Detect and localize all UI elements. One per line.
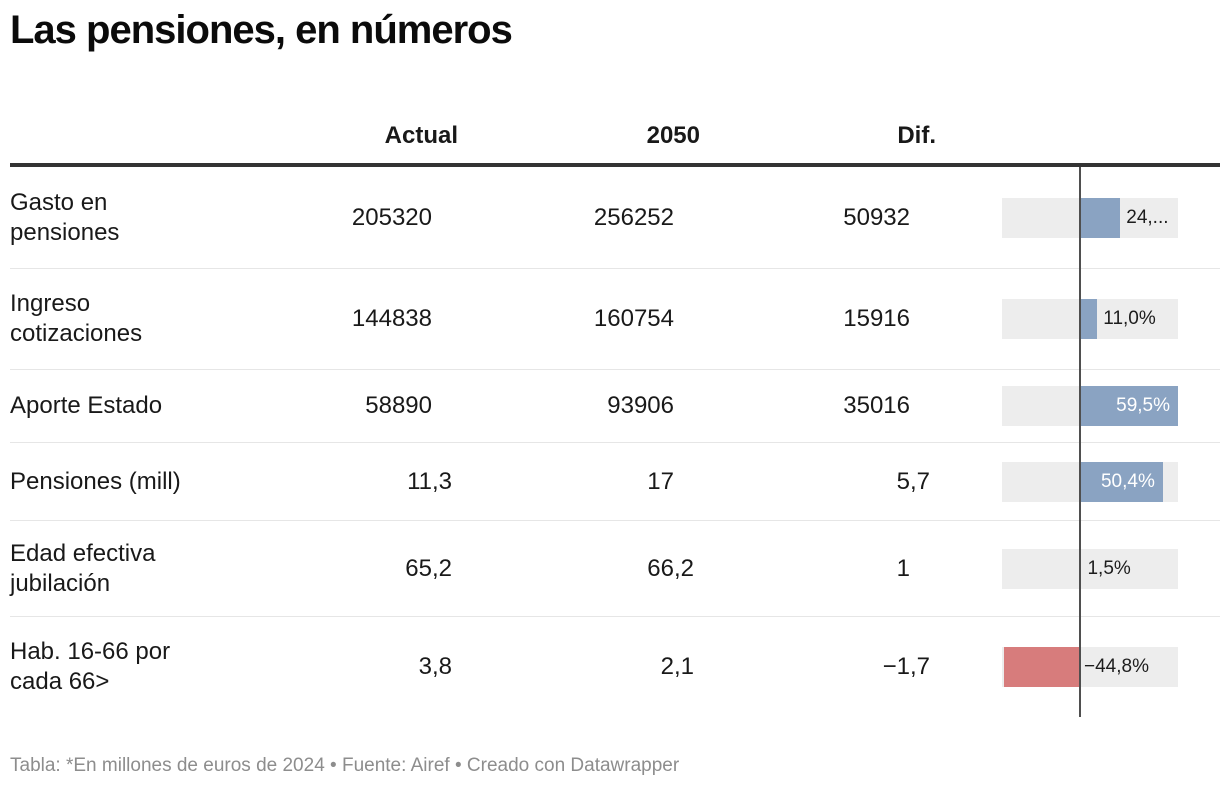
bar-track: 24,... [1002, 197, 1178, 238]
cell-actual: 3,8 [418, 653, 453, 680]
table-header-row: Actual 2050 Dif. [10, 108, 1220, 167]
page-title: Las pensiones, en números [10, 8, 513, 52]
row-label: Edad efectiva jubilación [10, 539, 156, 597]
positive-bar [1079, 461, 1163, 502]
cell-dif: 1 [896, 554, 910, 582]
column-header-2050: 2050 [646, 121, 700, 149]
cell-actual: 11,3 [407, 467, 453, 495]
cell-dif: 5,7 [896, 467, 931, 495]
bar-zero-axis-line [1079, 167, 1081, 717]
cell-dif: 35016 [843, 392, 910, 419]
bar-track: 50,4% [1002, 461, 1178, 502]
row-label: Hab. 16-66 por cada 66> [10, 638, 171, 695]
row-label: Aporte Estado [10, 392, 163, 419]
bar-value-label: 24,... [1126, 206, 1169, 228]
bar-value-label: 1,5% [1087, 557, 1131, 579]
source-footer: Tabla: *En millones de euros de 2024 • F… [10, 755, 680, 776]
cell-dif: 15916 [843, 305, 910, 332]
column-header-actual: Actual [384, 121, 458, 149]
bar-track: 11,0% [1002, 299, 1178, 339]
cell-actual: 144838 [351, 305, 432, 332]
cell-dif: −1,7 [882, 653, 931, 680]
bar-value-label: 50,4% [1100, 470, 1155, 492]
table-row: Aporte Estado 58890 93906 35016 59,5% [10, 369, 1220, 442]
table-row: Hab. 16-66 por cada 66> 3,8 2,1 −1,7 −44,8% [10, 616, 1220, 717]
cell-2050: 256252 [593, 203, 674, 231]
bar-value-label: −44,8% [1084, 656, 1149, 677]
table-body: Gasto en pensiones 205320 256252 50932 24,..… [10, 167, 1220, 717]
negative-bar [1004, 647, 1079, 687]
row-label: Ingreso cotizaciones [10, 290, 143, 347]
bar-value-label: 11,0% [1103, 308, 1156, 329]
bar-value-label: 59,5% [1116, 395, 1170, 416]
cell-2050: 17 [647, 467, 674, 495]
column-header-dif: Dif. [897, 121, 936, 149]
row-label: Gasto en pensiones [10, 188, 120, 246]
data-table: Actual 2050 Dif. Gasto en pensiones 20532… [10, 108, 1220, 717]
row-label: Pensiones (mill) [10, 467, 181, 495]
bar-track: −44,8% [1002, 647, 1178, 687]
bar-track: 1,5% [1002, 548, 1178, 589]
positive-bar [1079, 386, 1178, 426]
cell-2050: 2,1 [660, 653, 695, 680]
table-row: Gasto en pensiones 205320 256252 50932 24,..… [10, 167, 1220, 268]
table-row: Ingreso cotizaciones 144838 160754 15916 11,… [10, 268, 1220, 369]
cell-actual: 205320 [351, 203, 432, 231]
cell-dif: 50932 [843, 203, 910, 231]
cell-actual: 58890 [365, 392, 432, 419]
positive-bar [1079, 299, 1098, 339]
table-row: Pensiones (mill) 11,3 17 5,7 50,4% [10, 442, 1220, 520]
cell-2050: 160754 [593, 305, 674, 332]
bar-track: 59,5% [1002, 386, 1178, 426]
cell-2050: 66,2 [647, 554, 695, 582]
cell-actual: 65,2 [405, 554, 453, 582]
positive-bar [1079, 197, 1121, 238]
table-row: Edad efectiva jubilación 65,2 66,2 1 1,5% [10, 520, 1220, 616]
cell-2050: 93906 [607, 392, 674, 419]
